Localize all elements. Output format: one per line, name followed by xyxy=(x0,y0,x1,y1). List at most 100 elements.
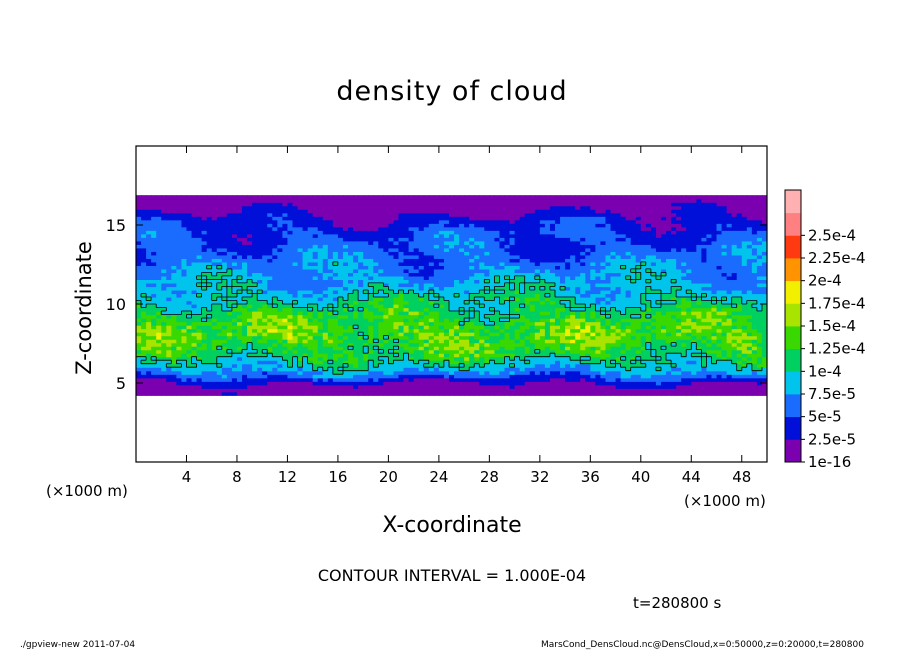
heatmap-cell xyxy=(595,388,602,393)
heatmap-cell xyxy=(277,268,283,273)
heatmap-cell xyxy=(726,384,733,389)
heatmap-cell xyxy=(479,346,485,351)
heatmap-cell xyxy=(660,332,667,337)
heatmap-cell xyxy=(706,314,713,319)
heatmap-cell xyxy=(681,391,687,396)
heatmap-cell xyxy=(741,279,748,284)
heatmap-cell xyxy=(186,353,193,358)
heatmap-cell xyxy=(342,300,349,305)
heatmap-cell xyxy=(423,272,430,277)
heatmap-cell xyxy=(696,342,702,347)
heatmap-cell xyxy=(686,293,692,298)
heatmap-cell xyxy=(711,311,718,316)
heatmap-cell xyxy=(443,346,450,351)
heatmap-cell xyxy=(373,332,379,337)
heatmap-cell xyxy=(393,360,400,365)
heatmap-cell xyxy=(231,268,238,273)
heatmap-cell xyxy=(257,391,263,396)
heatmap-cell xyxy=(252,307,258,312)
heatmap-cell xyxy=(322,311,329,316)
heatmap-cell xyxy=(348,388,354,393)
heatmap-cell xyxy=(524,377,531,382)
heatmap-cell xyxy=(751,374,758,379)
heatmap-cell xyxy=(418,325,425,330)
heatmap-cell xyxy=(332,349,339,354)
heatmap-cell xyxy=(580,300,586,305)
heatmap-cell xyxy=(302,353,309,358)
heatmap-cell xyxy=(761,342,767,347)
heatmap-cell xyxy=(226,370,233,375)
heatmap-cell xyxy=(464,279,470,284)
heatmap-cell xyxy=(443,363,450,368)
heatmap-cell xyxy=(428,286,435,291)
heatmap-cell xyxy=(595,268,602,273)
heatmap-cell xyxy=(262,332,268,337)
heatmap-cell xyxy=(231,272,238,277)
heatmap-cell xyxy=(196,335,203,340)
heatmap-cell xyxy=(570,321,576,326)
heatmap-cell xyxy=(252,325,258,330)
heatmap-cell xyxy=(696,328,702,333)
heatmap-cell xyxy=(565,300,571,305)
heatmap-cell xyxy=(322,282,329,288)
heatmap-cell xyxy=(554,272,561,277)
heatmap-cell xyxy=(761,304,767,309)
heatmap-cell xyxy=(312,304,319,309)
heatmap-cell xyxy=(570,363,576,368)
heatmap-cell xyxy=(489,293,496,298)
heatmap-cell xyxy=(479,356,485,361)
heatmap-cell xyxy=(262,388,268,393)
heatmap-cell xyxy=(686,304,692,309)
heatmap-cell xyxy=(236,258,243,263)
heatmap-cell xyxy=(236,314,243,319)
heatmap-cell xyxy=(247,307,253,312)
heatmap-cell xyxy=(554,265,561,270)
heatmap-cell xyxy=(438,346,445,351)
heatmap-cell xyxy=(696,268,702,273)
heatmap-cell xyxy=(201,339,208,344)
heatmap-cell xyxy=(312,377,319,382)
heatmap-cell xyxy=(681,286,687,291)
heatmap-cell xyxy=(242,286,248,291)
heatmap-cell xyxy=(413,289,420,295)
heatmap-cell xyxy=(171,349,177,354)
heatmap-cell xyxy=(625,388,632,393)
heatmap-cell xyxy=(247,258,253,263)
heatmap-cell xyxy=(731,360,738,365)
heatmap-cell xyxy=(469,384,475,389)
heatmap-cell xyxy=(741,360,748,365)
heatmap-cell xyxy=(358,388,364,393)
heatmap-cell xyxy=(332,332,339,337)
heatmap-cell xyxy=(307,339,314,344)
heatmap-cell xyxy=(166,289,172,295)
heatmap-cell xyxy=(459,353,465,358)
heatmap-cell xyxy=(221,304,228,309)
heatmap-cell xyxy=(443,314,450,319)
heatmap-cell xyxy=(211,289,218,295)
heatmap-cell xyxy=(287,346,294,351)
heatmap-cell xyxy=(459,254,465,259)
heatmap-cell xyxy=(368,370,374,375)
heatmap-cell xyxy=(716,346,723,351)
heatmap-cell xyxy=(645,304,652,309)
heatmap-cell xyxy=(196,367,203,372)
heatmap-cell xyxy=(615,258,622,263)
heatmap-cell xyxy=(196,381,203,386)
heatmap-cell xyxy=(630,275,637,281)
heatmap-cell xyxy=(686,314,692,319)
heatmap-cell xyxy=(721,349,728,354)
heatmap-cell xyxy=(156,286,162,291)
heatmap-cell xyxy=(307,289,314,295)
heatmap-cell xyxy=(751,293,758,298)
heatmap-cell xyxy=(620,307,627,312)
heatmap-cell xyxy=(741,349,748,354)
heatmap-cell xyxy=(585,328,591,333)
heatmap-cell xyxy=(221,258,228,263)
heatmap-cell xyxy=(383,328,389,333)
heatmap-cell xyxy=(322,342,329,347)
heatmap-cell xyxy=(141,289,147,295)
heatmap-cell xyxy=(655,261,662,266)
heatmap-cell xyxy=(660,282,667,288)
heatmap-cell xyxy=(686,356,692,361)
heatmap-cell xyxy=(741,367,748,372)
